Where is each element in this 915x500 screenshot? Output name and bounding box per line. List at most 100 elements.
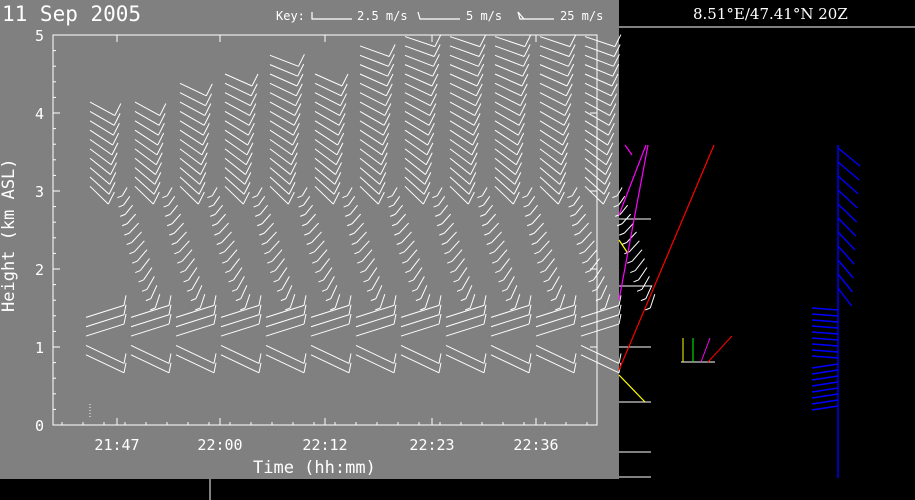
wind-barb-staff: [89, 129, 113, 146]
wind-barb-feather: [252, 195, 258, 199]
wind-barb-feather: [608, 113, 616, 126]
wind-barb-feather: [571, 223, 578, 227]
wind-barb-feather: [375, 307, 381, 311]
wind-barb-staff: [510, 285, 518, 299]
wind-barb-staff: [581, 231, 592, 243]
wind-barb-feather: [387, 195, 393, 199]
wind-barb-staff: [645, 285, 653, 299]
key-item-25: 25 m/s: [560, 9, 604, 23]
wind-barb-staff: [494, 139, 518, 156]
wind-barb-feather: [334, 172, 342, 185]
wind-barb-feather: [624, 251, 630, 255]
blue-barb: [811, 399, 839, 405]
wind-barb-feather: [528, 295, 532, 306]
wind-barb-feather: [438, 295, 442, 306]
wind-barb-feather: [200, 152, 208, 165]
wind-barb-feather: [429, 103, 437, 116]
wind-barb-staff: [449, 73, 478, 87]
wind-barb-feather: [609, 103, 617, 116]
wind-barb-feather: [399, 251, 405, 255]
plot-frame: [52, 34, 598, 426]
wind-barb-feather: [360, 270, 366, 274]
wind-barb-staff: [449, 82, 477, 97]
wind-barb-staff: [359, 157, 381, 175]
wind-barb-staff: [269, 157, 291, 175]
wind-barb-feather: [613, 44, 621, 57]
wind-barb-staff: [559, 294, 566, 309]
wind-barb-feather: [618, 313, 622, 325]
wind-barb-feather: [426, 142, 434, 156]
wind-barb-feather: [340, 83, 348, 97]
wind-barb-staff: [199, 294, 206, 309]
wind-barb-feather: [333, 182, 341, 195]
wind-barb-staff: [224, 101, 251, 116]
wind-barb-feather: [289, 172, 297, 185]
wind-barb-feather: [291, 142, 299, 156]
wind-barb-staff: [446, 231, 457, 243]
wind-barb-feather: [510, 307, 516, 311]
wind-barb-staff: [269, 92, 296, 107]
wind-barb-feather: [336, 142, 344, 156]
wind-barb-staff: [465, 285, 473, 299]
wind-barb-staff: [396, 213, 407, 225]
wind-barb-staff: [449, 120, 474, 136]
wind-barb-feather: [523, 44, 531, 57]
wind-barb-staff: [584, 54, 614, 67]
wind-barb-feather: [561, 142, 569, 156]
wind-barb-feather: [438, 353, 442, 364]
wind-barb-feather: [117, 195, 123, 199]
wind-barb-staff: [314, 148, 337, 166]
wind-barb-staff: [404, 129, 428, 146]
wind-barb-feather: [582, 260, 588, 264]
wind-barb-staff: [454, 258, 465, 271]
wind-barb-feather: [110, 152, 118, 165]
x-tick-label: 21:47: [94, 436, 139, 454]
wind-barb-staff: [494, 73, 523, 87]
wind-barb-staff: [539, 101, 566, 116]
wind-barb-staff: [224, 82, 252, 97]
wind-barb-feather: [303, 295, 307, 306]
wind-barb-staff: [539, 64, 568, 77]
wind-barb-feather: [348, 295, 352, 306]
wind-barb-feather: [555, 307, 561, 311]
wind-barb-feather: [126, 242, 132, 245]
wind-barb-staff: [589, 258, 600, 271]
wind-barb-staff: [134, 185, 154, 205]
wind-barb-feather: [480, 213, 486, 217]
blue-barb: [837, 245, 855, 265]
wind-barb-staff: [224, 148, 247, 166]
wind-barb-staff: [89, 176, 110, 195]
wind-barb-staff: [269, 111, 295, 126]
wind-barb-staff: [626, 231, 637, 243]
wind-barb-feather: [405, 270, 411, 274]
wind-barb-feather: [393, 353, 397, 364]
wind-barb-staff: [134, 176, 155, 195]
wind-barb-staff: [539, 92, 566, 107]
wind-barb-staff: [223, 240, 235, 253]
wind-barb-feather: [348, 362, 352, 373]
wind-barb-staff: [528, 196, 536, 206]
wind-barb-feather: [202, 132, 210, 146]
wind-barb-staff: [398, 222, 409, 234]
wind-barb-feather: [415, 298, 422, 302]
wind-barb-feather: [114, 103, 122, 116]
wind-barb-feather: [612, 63, 620, 77]
wind-barb-staff: [123, 196, 131, 206]
wind-barb-staff: [420, 285, 428, 299]
wind-barb-staff: [538, 240, 550, 253]
wind-barb-staff: [236, 276, 245, 290]
wind-barb-staff: [85, 354, 125, 374]
wind-barb-staff: [506, 276, 515, 290]
wind-barb-feather: [472, 122, 480, 136]
wind-barb-staff: [266, 231, 277, 243]
wind-barb-feather: [453, 279, 459, 283]
wind-barb-feather: [348, 353, 352, 364]
wind-barb-feather: [108, 182, 116, 195]
wind-barb-staff: [240, 285, 248, 299]
wind-barb-staff: [584, 120, 609, 136]
wind-barb-feather: [309, 251, 315, 255]
wind-barb-staff: [623, 222, 634, 234]
wind-barb-staff: [584, 129, 608, 146]
wind-barb-staff: [179, 185, 199, 205]
blue-barb: [811, 387, 839, 393]
